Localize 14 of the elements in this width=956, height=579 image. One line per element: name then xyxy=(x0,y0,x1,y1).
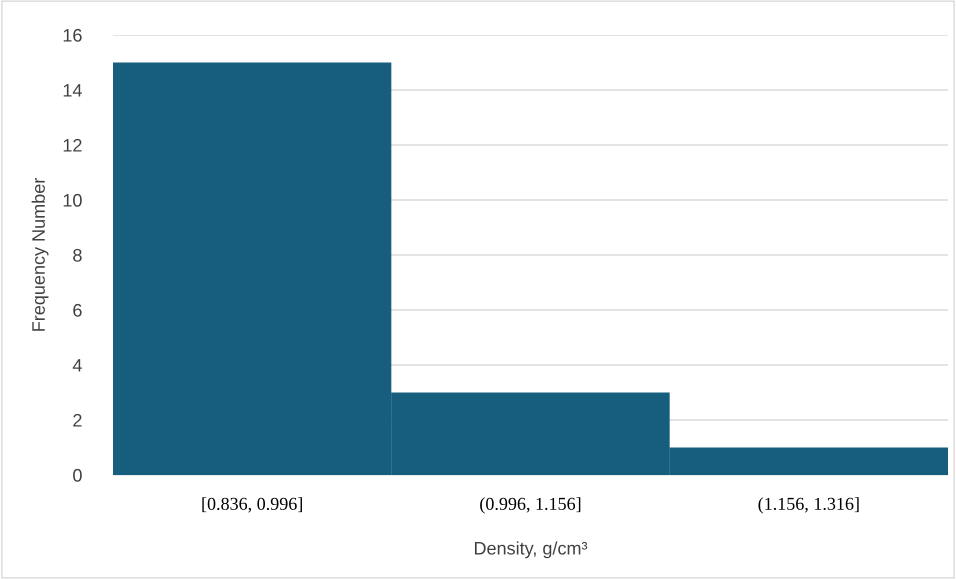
x-tick-label: (0.996, 1.156] xyxy=(480,497,580,514)
x-axis-title: Density, g/cm³ xyxy=(474,541,588,558)
y-tick-label: 14 xyxy=(64,84,82,97)
y-tick-label: 2 xyxy=(73,414,82,427)
y-tick-label: 4 xyxy=(72,359,82,372)
y-tick-label: 16 xyxy=(64,28,82,42)
x-tick-label: (1.156, 1.316] xyxy=(758,497,859,514)
y-tick-label: 10 xyxy=(64,194,82,207)
x-tick-label: [0.836, 0.996] xyxy=(202,497,302,513)
y-axis-title: Frequency Number xyxy=(32,178,48,331)
y-tick-label: 6 xyxy=(73,304,82,317)
y-tick-label: 12 xyxy=(64,138,82,152)
y-tick-label: 0 xyxy=(73,468,82,482)
y-tick-label: 8 xyxy=(73,248,82,262)
